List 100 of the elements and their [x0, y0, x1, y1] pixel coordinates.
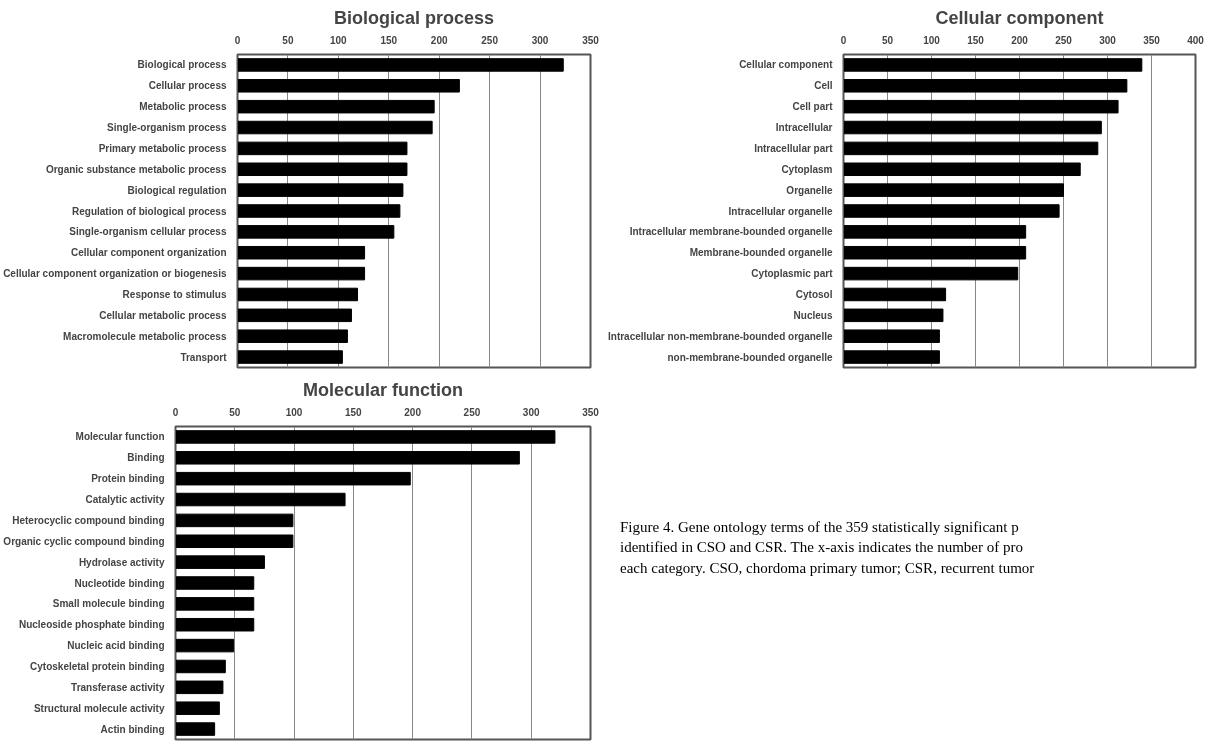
bar [175, 680, 224, 695]
x-tick-label: 200 [430, 34, 448, 46]
bar [175, 471, 411, 486]
bar [843, 225, 1027, 239]
bar [843, 329, 940, 343]
y-tick-label: Organelle [786, 184, 833, 196]
y-tick-label: Structural molecule activity [33, 702, 165, 714]
chart-title: Biological process [333, 7, 495, 28]
bar [237, 245, 366, 260]
bar [843, 141, 1099, 156]
y-tick-label: Cellular metabolic process [99, 309, 227, 321]
y-tick-label: Intracellular membrane-bounded organelle [629, 226, 833, 238]
x-tick-label: 150 [380, 34, 398, 46]
x-tick-label: 250 [1055, 34, 1073, 46]
bar [843, 79, 1128, 93]
x-tick-label: 100 [285, 406, 303, 418]
y-tick-label: Intracellular [775, 122, 833, 134]
y-tick-label: Actin binding [100, 723, 165, 735]
y-tick-label: Cytoplasm [781, 163, 833, 175]
bar [843, 350, 940, 364]
x-tick-label: 300 [1099, 34, 1117, 46]
x-tick-label: 200 [404, 406, 422, 418]
bar [237, 308, 352, 323]
bar [843, 58, 1143, 72]
x-tick-label: 100 [923, 34, 941, 46]
x-tick-label: 300 [522, 406, 540, 418]
bar [237, 183, 404, 197]
bar [175, 597, 255, 611]
bar [175, 638, 235, 653]
x-tick-label: 0 [840, 34, 847, 46]
x-tick-label: 50 [282, 34, 294, 46]
x-tick-label: 250 [481, 34, 499, 46]
bar [175, 430, 556, 444]
bar [843, 99, 1119, 114]
text: each category. CSO, chordoma primary tumor; CSR, recurrent tumor [620, 559, 1035, 576]
y-tick-label: Heterocyclic compound binding [12, 514, 165, 526]
y-tick-label: Cell part [792, 101, 834, 113]
x-tick-label: 250 [463, 406, 481, 418]
bar [175, 701, 220, 715]
y-tick-label: Catalytic activity [85, 494, 165, 506]
y-tick-label: Protein binding [91, 473, 165, 485]
y-tick-label: Transport [180, 351, 228, 363]
y-tick-label: Single-organism cellular process [69, 226, 227, 238]
y-tick-label: Cellular component [739, 59, 834, 71]
y-tick-label: Intracellular non-membrane-bounded organelle [608, 330, 833, 342]
y-tick-label: Membrane-bounded organelle [689, 247, 833, 259]
caption: Figure 4. Gene ontology terms of the 359 statistically significant p [620, 519, 1019, 535]
bar [843, 245, 1027, 260]
bar [843, 204, 1060, 218]
y-tick-label: Small molecule binding [52, 598, 165, 610]
y-tick-label: Metabolic process [139, 101, 227, 113]
x-tick-label: 400 [1187, 34, 1205, 46]
bar [237, 287, 359, 302]
bar [237, 350, 343, 364]
bar [237, 79, 460, 93]
bar [237, 162, 408, 177]
y-tick-label: Cytosol [795, 288, 833, 300]
bar [175, 492, 346, 507]
y-tick-label: Regulation of biological process [72, 205, 227, 217]
y-tick-label: Biological process [137, 59, 227, 71]
y-tick-label: Biological regulation [127, 184, 227, 196]
text: identified in CSO and CSR. The x-axis indicates the number of pro [620, 539, 1023, 556]
bar [237, 266, 366, 281]
bar [843, 183, 1064, 197]
x-tick-label: 200 [1011, 34, 1029, 46]
y-tick-label: Macromolecule metabolic process [63, 330, 227, 342]
bar [843, 266, 1019, 281]
bar [843, 287, 947, 302]
y-tick-label: non-membrane-bounded organelle [667, 351, 833, 363]
bar [237, 99, 435, 114]
y-tick-label: Nucleic acid binding [67, 640, 165, 652]
bar [237, 120, 433, 135]
x-tick-label: 300 [531, 34, 549, 46]
bar [237, 141, 408, 156]
x-tick-label: 150 [345, 406, 363, 418]
y-tick-label: Cellular component organization [70, 247, 227, 259]
y-tick-label: Intracellular organelle [728, 205, 833, 217]
x-tick-label: 100 [330, 34, 348, 46]
bar [237, 204, 401, 218]
x-tick-label: 350 [582, 406, 600, 418]
bar [843, 120, 1102, 135]
y-tick-label: Cytoskeletal protein binding [30, 660, 165, 672]
bar [237, 225, 395, 239]
y-tick-label: Intracellular part [754, 142, 834, 154]
y-tick-label: Hydrolase activity [78, 556, 165, 568]
y-tick-label: Organic cyclic compound binding [3, 535, 165, 547]
y-tick-label: Single-organism process [107, 122, 227, 134]
y-tick-label: Cell [814, 80, 833, 92]
y-tick-label: Molecular function [75, 431, 165, 443]
bar [843, 308, 944, 323]
bar [843, 162, 1081, 177]
bar [175, 617, 255, 632]
y-tick-label: Response to stimulus [122, 288, 227, 300]
y-tick-label: Nucleoside phosphate binding [18, 619, 165, 631]
y-tick-label: Nucleotide binding [74, 577, 165, 589]
y-tick-label: Primary metabolic process [98, 142, 227, 154]
bar [175, 722, 216, 736]
chart-title: Molecular function [303, 379, 464, 400]
bar [175, 513, 294, 528]
y-tick-label: Binding [127, 452, 165, 464]
